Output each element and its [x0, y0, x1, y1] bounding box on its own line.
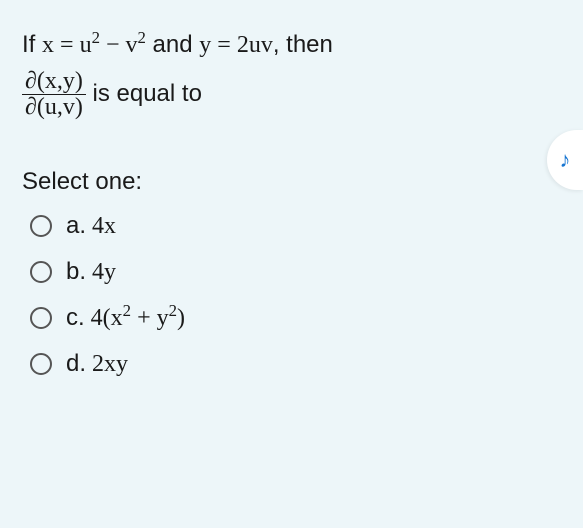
- question-line-2: ∂(x,y) ∂(u,v) is equal to: [22, 69, 561, 120]
- option-math: 4(x2 + y2): [91, 305, 185, 331]
- option-letter: b.: [66, 258, 86, 285]
- radio-icon[interactable]: [30, 215, 52, 237]
- radio-icon[interactable]: [30, 261, 52, 283]
- text-then: , then: [273, 31, 333, 58]
- option-a[interactable]: a.4x: [30, 212, 561, 240]
- option-text: d.2xy: [66, 350, 128, 378]
- option-d[interactable]: d.2xy: [30, 350, 561, 378]
- option-text: c.4(x2 + y2): [66, 304, 185, 332]
- text-and: and: [146, 31, 199, 58]
- option-letter: c.: [66, 304, 85, 331]
- question-line-1: If x = u2 − v2 and y = 2uv, then: [22, 28, 561, 63]
- option-math: 4y: [92, 259, 116, 285]
- select-one-label: Select one:: [22, 168, 561, 196]
- option-text: b.4y: [66, 258, 116, 286]
- option-b[interactable]: b.4y: [30, 258, 561, 286]
- text-is-equal-to: is equal to: [93, 80, 202, 107]
- jacobian-fraction: ∂(x,y) ∂(u,v): [22, 69, 86, 120]
- option-letter: a.: [66, 212, 86, 239]
- option-c[interactable]: c.4(x2 + y2): [30, 304, 561, 332]
- math-x-eq: x = u2 − v2: [42, 32, 146, 58]
- jacobian-numerator: ∂(x,y): [22, 69, 86, 94]
- radio-icon[interactable]: [30, 307, 52, 329]
- radio-icon[interactable]: [30, 353, 52, 375]
- option-letter: d.: [66, 350, 86, 377]
- music-note-icon: ♪: [560, 147, 571, 173]
- jacobian-denominator: ∂(u,v): [22, 94, 86, 120]
- option-math: 2xy: [92, 351, 128, 377]
- option-math: 4x: [92, 213, 116, 239]
- text-if: If: [22, 31, 42, 58]
- math-y-eq: y = 2uv: [199, 32, 273, 58]
- option-text: a.4x: [66, 212, 116, 240]
